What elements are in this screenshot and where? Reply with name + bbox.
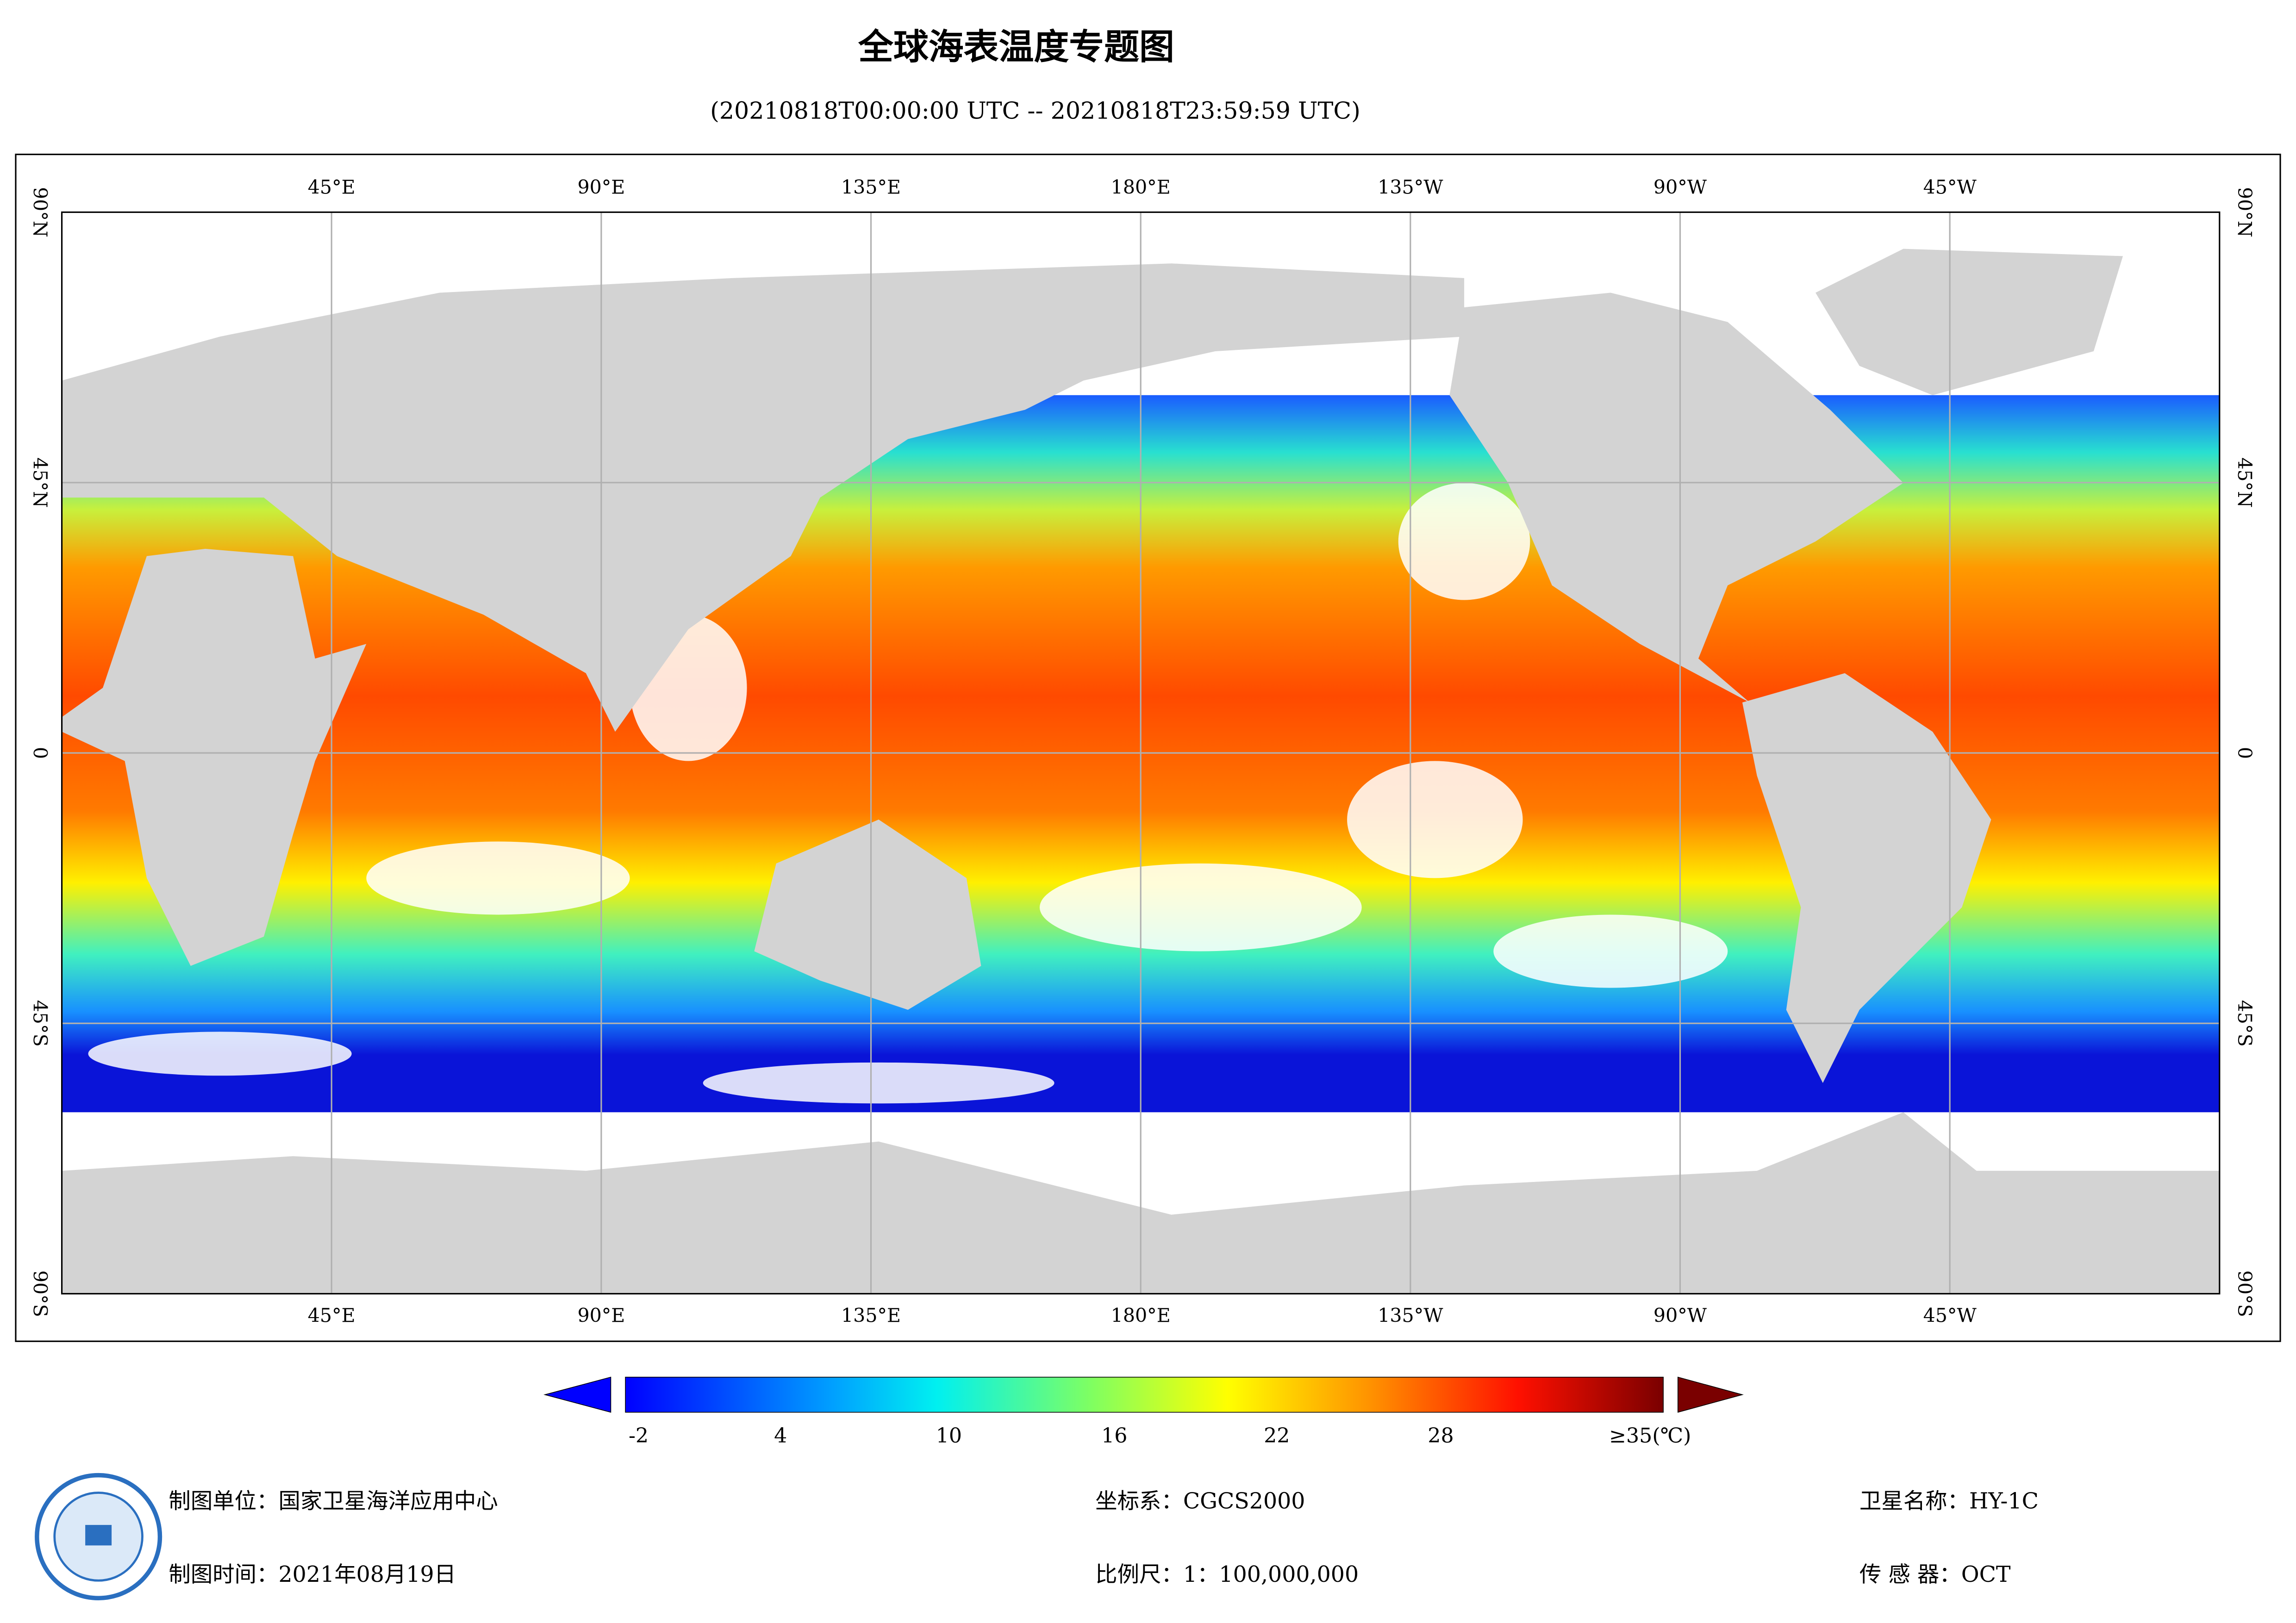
longitude-label-bottom: 90°W — [1653, 1305, 1707, 1327]
longitude-label-bottom: 90°E — [577, 1305, 625, 1327]
colorbar-label: 4 — [774, 1424, 787, 1448]
longitude-label-bottom: 135°W — [1378, 1305, 1443, 1327]
colorbar-label: 22 — [1264, 1424, 1290, 1448]
longitude-label-top: 45°E — [308, 176, 356, 198]
longitude-label-bottom: 180°E — [1111, 1305, 1171, 1327]
longitude-label-bottom: 45°E — [308, 1305, 356, 1327]
graticule-labels: 45°E 45°E 90°E 90°E 135°E 135°E 180°E 180°E 135°… — [29, 176, 2255, 1326]
latitude-label-left: 45°S — [29, 1000, 51, 1047]
graticule — [62, 212, 2220, 1294]
map-title: 全球海表温度专题图 — [858, 26, 1174, 68]
map-border — [61, 211, 2221, 1295]
longitude-label-bottom: 45°W — [1923, 1305, 1977, 1327]
colorbar-low-arrow — [543, 1376, 611, 1413]
colorbar-label: 16 — [1101, 1424, 1127, 1448]
satellite: 卫星名称：HY-1C — [1859, 1489, 2039, 1514]
latitude-label-left: 45°N — [29, 457, 51, 508]
latitude-label-right: 45°N — [2234, 457, 2256, 508]
footer: 制图单位：国家卫星海洋应用中心 制图时间：2021年08月19日 坐标系：CGC… — [168, 1489, 2039, 1587]
longitude-label-top: 135°W — [1378, 176, 1443, 198]
map-frame — [15, 154, 2281, 1342]
colorbar-high-arrow — [1677, 1376, 1744, 1413]
map-area — [61, 211, 2221, 1295]
date: 制图时间：2021年08月19日 — [168, 1562, 456, 1587]
scale: 比例尺：1：100,000,000 — [1095, 1562, 1359, 1587]
map-subtitle: (20210818T00:00:00 UTC -- 20210818T23:59… — [710, 97, 1360, 124]
colorbar-ramp — [625, 1376, 1664, 1413]
sensor: 传 感 器：OCT — [1859, 1562, 2011, 1587]
longitude-label-top: 135°E — [841, 176, 901, 198]
longitude-label-top: 45°W — [1923, 176, 1977, 198]
producer: 制图单位：国家卫星海洋应用中心 — [168, 1489, 498, 1514]
latitude-label-right: 90°S — [2234, 1270, 2256, 1317]
coordinate-system: 坐标系：CGCS2000 — [1095, 1489, 1305, 1514]
colorbar-label: 10 — [936, 1424, 962, 1448]
longitude-label-top: 180°E — [1111, 176, 1171, 198]
colorbar-label: 28 — [1428, 1424, 1454, 1448]
latitude-label-left: 90°N — [29, 187, 51, 237]
longitude-label-top: 90°W — [1653, 176, 1707, 198]
longitude-label-top: 90°E — [577, 176, 625, 198]
logo — [35, 1473, 162, 1600]
latitude-label-left: 0 — [29, 747, 51, 759]
colorbar: -2 4 10 16 22 28 ≥35(℃) — [543, 1376, 1744, 1448]
latitude-label-right: 0 — [2234, 747, 2256, 759]
latitude-label-right: 90°N — [2234, 187, 2256, 237]
longitude-label-bottom: 135°E — [841, 1305, 901, 1327]
colorbar-label: ≥35(℃) — [1609, 1424, 1691, 1448]
latitude-label-right: 45°S — [2234, 1000, 2256, 1047]
colorbar-label: -2 — [629, 1424, 649, 1448]
latitude-label-left: 90°S — [29, 1270, 51, 1317]
